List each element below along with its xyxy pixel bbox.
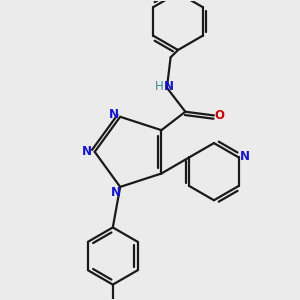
Text: O: O (214, 109, 224, 122)
Text: N: N (164, 80, 174, 93)
Text: H: H (155, 80, 164, 93)
Text: N: N (240, 150, 250, 163)
Text: N: N (109, 108, 119, 122)
Text: N: N (111, 186, 121, 199)
Text: N: N (81, 145, 92, 158)
